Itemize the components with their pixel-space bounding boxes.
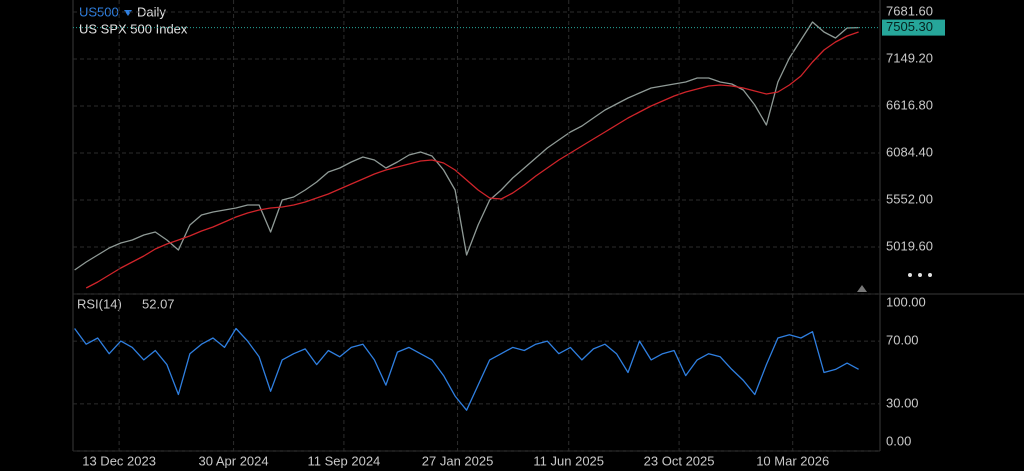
x-tick-label: 10 Mar 2026 <box>756 453 829 468</box>
y-tick-label: 5552.00 <box>886 191 933 206</box>
y-tick-label: 7681.60 <box>886 3 933 18</box>
dot <box>928 273 932 277</box>
dot <box>908 273 912 277</box>
y-tick-label: 0.00 <box>886 433 911 448</box>
dot <box>918 273 922 277</box>
y-tick-label: 70.00 <box>886 333 919 348</box>
y-tick-label: 7149.20 <box>886 50 933 65</box>
x-tick-label: 11 Jun 2025 <box>533 453 604 468</box>
instrument-name: US SPX 500 Index <box>79 21 188 36</box>
dropdown-arrow[interactable] <box>124 10 132 16</box>
x-tick-label: 23 Oct 2025 <box>644 453 715 468</box>
symbol[interactable]: US500 <box>79 4 119 19</box>
x-tick-label: 30 Apr 2024 <box>199 453 269 468</box>
y-tick-label: 100.00 <box>886 294 926 309</box>
series-line <box>74 21 859 271</box>
indicator-title: RSI(14) <box>77 296 122 311</box>
scroll-marker[interactable] <box>857 285 867 292</box>
x-tick-label: 27 Jan 2025 <box>422 453 494 468</box>
x-tick-label: 13 Dec 2023 <box>82 453 156 468</box>
price-box <box>882 19 945 36</box>
series-line <box>85 31 859 289</box>
more-menu[interactable] <box>908 273 932 277</box>
y-tick-label: 5019.60 <box>886 238 933 253</box>
indicator-value: 52.07 <box>142 296 175 311</box>
series-line <box>74 327 859 411</box>
y-tick-label: 6084.40 <box>886 144 933 159</box>
x-tick-label: 11 Sep 2024 <box>308 453 381 468</box>
price-label: 7505.30 <box>886 19 933 34</box>
y-tick-label: 6616.80 <box>886 97 933 112</box>
y-tick-label: 30.00 <box>886 395 919 410</box>
